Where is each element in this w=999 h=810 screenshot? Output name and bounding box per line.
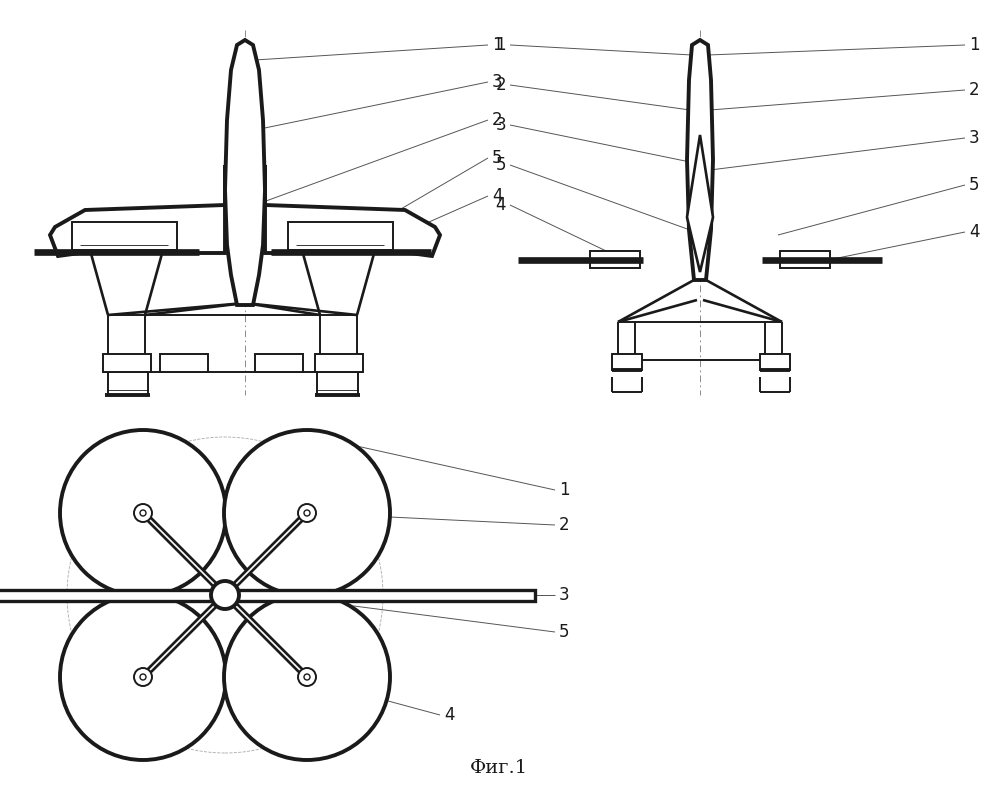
Text: 3: 3	[496, 116, 506, 134]
Text: Фиг.1: Фиг.1	[470, 759, 528, 777]
Text: 1: 1	[559, 481, 569, 499]
Polygon shape	[687, 135, 713, 272]
Text: 2: 2	[559, 516, 569, 534]
Bar	[315, 354, 363, 372]
Text: 1: 1	[496, 36, 506, 54]
Text: 2: 2	[496, 76, 506, 94]
Text: 1: 1	[492, 36, 502, 54]
Bar	[72, 222, 177, 250]
Bar	[612, 354, 642, 370]
Circle shape	[298, 504, 316, 522]
Circle shape	[298, 668, 316, 686]
Polygon shape	[223, 510, 310, 598]
Text: 3: 3	[559, 586, 569, 604]
Polygon shape	[687, 40, 713, 280]
Bar	[760, 354, 790, 370]
Bar	[590, 251, 640, 268]
Polygon shape	[141, 510, 228, 598]
Polygon shape	[223, 593, 310, 680]
Text: 5: 5	[496, 156, 506, 174]
Bar	[103, 354, 151, 372]
Circle shape	[304, 510, 310, 516]
Circle shape	[224, 594, 390, 760]
Polygon shape	[225, 40, 265, 305]
Text: 3: 3	[969, 129, 980, 147]
Text: 1: 1	[969, 36, 980, 54]
Text: 4: 4	[496, 196, 506, 214]
Bar	[0, 590, 535, 600]
Bar	[288, 222, 393, 250]
Circle shape	[60, 594, 226, 760]
Polygon shape	[141, 593, 228, 680]
Circle shape	[140, 674, 146, 680]
Bar	[780, 251, 830, 268]
Bar	[160, 354, 208, 372]
Circle shape	[60, 430, 226, 596]
Text: 5: 5	[492, 149, 502, 167]
Circle shape	[134, 668, 152, 686]
Text: 5: 5	[559, 623, 569, 641]
Text: 3: 3	[492, 73, 502, 91]
Text: 4: 4	[444, 706, 455, 724]
Text: 4: 4	[492, 187, 502, 205]
Circle shape	[140, 510, 146, 516]
Circle shape	[211, 581, 239, 609]
Text: 4: 4	[969, 223, 979, 241]
Bar	[255, 354, 303, 372]
Text: 2: 2	[969, 81, 980, 99]
Polygon shape	[50, 165, 225, 256]
Circle shape	[304, 674, 310, 680]
Text: 2: 2	[492, 111, 502, 129]
Circle shape	[134, 504, 152, 522]
Text: 5: 5	[969, 176, 979, 194]
Circle shape	[224, 430, 390, 596]
Polygon shape	[265, 165, 440, 256]
